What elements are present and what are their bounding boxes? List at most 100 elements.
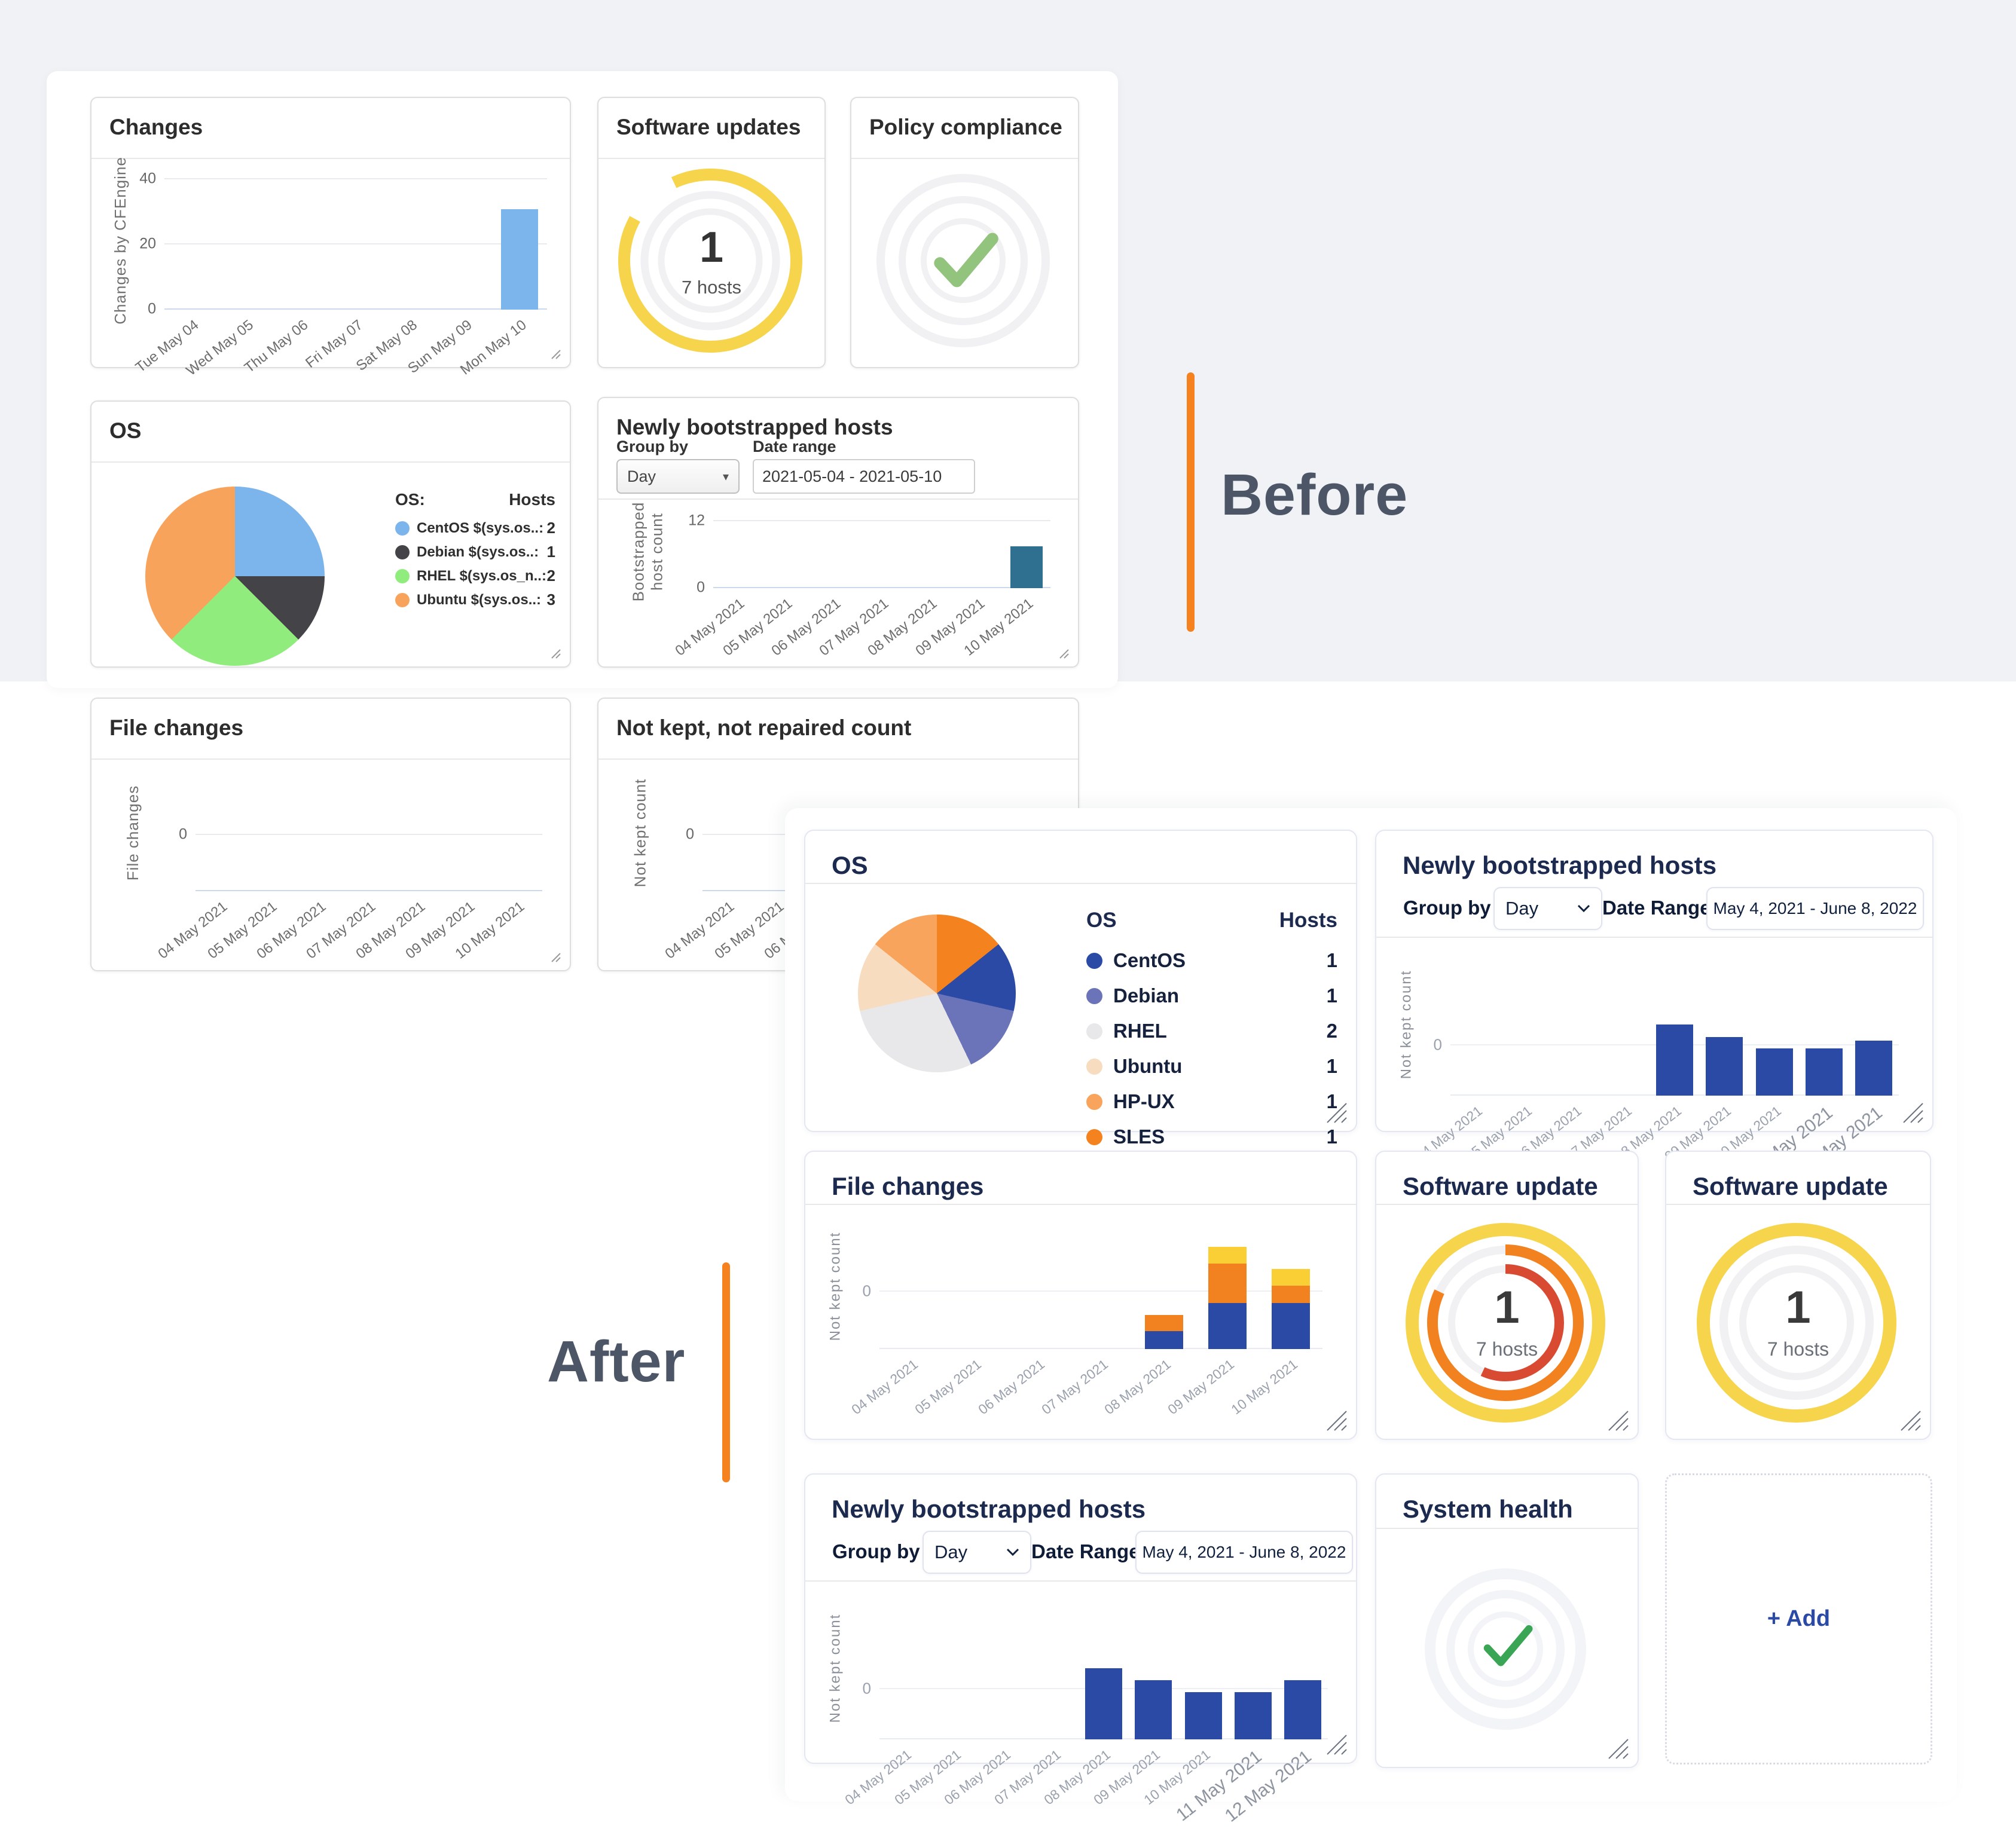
- checkmark-icon: [1483, 1625, 1533, 1666]
- bar: [1208, 1247, 1247, 1349]
- card-title: Software updates: [616, 115, 801, 139]
- legend-dot-icon: [1086, 987, 1102, 1004]
- add-widget-card[interactable]: + Add: [1665, 1473, 1932, 1764]
- date-range-input[interactable]: 2021-05-04 - 2021-05-10: [753, 459, 975, 494]
- card-title: Newly bootstrapped hosts: [832, 1495, 1146, 1523]
- card-header: File changes: [805, 1152, 1356, 1205]
- bar: [501, 209, 539, 310]
- chevron-down-icon: [1006, 1548, 1019, 1556]
- legend-hosts-header: Hosts: [1279, 909, 1337, 932]
- card-bootstrapped-before: Newly bootstrapped hosts Group by Day ▾ D…: [597, 397, 1079, 668]
- legend-value: 3: [546, 591, 555, 608]
- date-range-input[interactable]: May 4, 2021 - June 8, 2022: [1135, 1531, 1353, 1574]
- resize-handle-icon[interactable]: [1326, 1410, 1348, 1432]
- legend-os-header: OS: [1086, 909, 1117, 932]
- os-pie-chart: [858, 915, 1016, 1072]
- card-title: Software update: [1693, 1172, 1888, 1200]
- legend-row: RHEL 2: [1086, 1020, 1337, 1042]
- resize-handle-icon[interactable]: [1900, 1410, 1922, 1432]
- date-range-input[interactable]: May 4, 2021 - June 8, 2022: [1706, 887, 1924, 930]
- hosts-count: 7 hosts: [682, 277, 741, 298]
- bar: [1135, 1680, 1172, 1739]
- date-range-label: Date Range: [1602, 897, 1711, 919]
- resize-handle-icon[interactable]: [1608, 1738, 1629, 1760]
- axis-baseline: [713, 587, 1050, 588]
- card-header: Software updates: [598, 98, 824, 159]
- y-axis-label: Not kept count: [1398, 970, 1415, 1079]
- gauge-ring: [1739, 1265, 1854, 1380]
- legend-label: HP-UX: [1113, 1090, 1175, 1112]
- card-os-after: OS OS Hosts CentOS 1 Debian 1 RHEL 2 Ubuntu 1 HP…: [804, 830, 1357, 1148]
- changes-chart: Changes by CFEngine 40 20 0 Tue May 04 Wed Ma…: [107, 157, 557, 386]
- resize-handle-icon[interactable]: [1902, 1102, 1924, 1124]
- group-by-select[interactable]: Day: [923, 1531, 1031, 1574]
- card-header: Policy compliance: [851, 98, 1078, 159]
- bootstrapped-chart: Not kept count 0 04 May 2021 05 May 2021 06 …: [1393, 953, 1916, 1182]
- hosts-count: 7 hosts: [1476, 1338, 1538, 1360]
- legend-label: CentOS: [1113, 949, 1186, 971]
- card-header: System health: [1376, 1475, 1638, 1529]
- resize-handle-icon[interactable]: [551, 649, 561, 659]
- add-widget-button[interactable]: + Add: [1767, 1606, 1831, 1631]
- card-software-update-1: Software update 1 7 hosts: [1375, 1151, 1639, 1440]
- card-title: Changes: [109, 115, 203, 139]
- resize-handle-icon[interactable]: [551, 349, 561, 360]
- resize-handle-icon[interactable]: [551, 952, 561, 963]
- resize-handle-icon[interactable]: [1326, 1734, 1348, 1756]
- card-header: Newly bootstrapped hosts: [805, 1475, 1356, 1582]
- legend-dot-icon: [395, 521, 410, 536]
- gridline: 20: [139, 236, 547, 252]
- resize-handle-icon[interactable]: [1059, 649, 1070, 659]
- card-os-before: OS OS: Hosts CentOS $(sys.os..: 2 Debian $…: [90, 400, 571, 668]
- axis-baseline: [879, 1348, 1322, 1349]
- legend-value: 2: [546, 519, 555, 537]
- legend-label: RHEL: [1113, 1020, 1167, 1042]
- gauge-ring: [921, 218, 1006, 303]
- gridline: 0: [179, 826, 542, 843]
- legend-value: 1: [546, 543, 555, 561]
- legend-value: 1: [1326, 984, 1337, 1007]
- resize-handle-icon[interactable]: [1326, 1102, 1348, 1124]
- legend-dot-icon: [1086, 952, 1102, 969]
- axis-baseline: [196, 890, 542, 891]
- legend-row: RHEL $(sys.os_n..: 2: [395, 567, 555, 585]
- software-updates-donut: 1 7 hosts: [598, 159, 824, 362]
- after-dashboard-panel: OS OS Hosts CentOS 1 Debian 1 RHEL 2 Ubuntu 1 HP…: [785, 808, 1957, 1826]
- caret-down-icon: ▾: [722, 470, 729, 484]
- group-by-select[interactable]: Day: [1493, 887, 1602, 930]
- bar: [1010, 546, 1043, 588]
- legend-dot-icon: [1086, 1023, 1102, 1039]
- card-bootstrapped-after-top: Newly bootstrapped hosts Group by Day Da…: [1375, 830, 1933, 1182]
- bar: [1805, 1048, 1843, 1096]
- card-header: Newly bootstrapped hosts: [598, 398, 1078, 500]
- before-label-rule: [1187, 372, 1195, 632]
- gauge-ring: [876, 174, 1050, 347]
- card-header: Software update: [1666, 1152, 1930, 1205]
- group-by-label: Group by: [1403, 897, 1491, 919]
- after-label: After: [547, 1329, 686, 1394]
- updates-count: 1: [1785, 1282, 1811, 1333]
- y-axis-label: File changes: [124, 785, 142, 880]
- file-changes-chart: File changes 0 04 May 2021 05 May 2021 06 Ma…: [106, 774, 555, 968]
- legend-dot-icon: [395, 568, 410, 583]
- legend-hosts-header: Hosts: [509, 490, 555, 509]
- axis-baseline: [164, 308, 547, 310]
- bar: [1085, 1668, 1122, 1739]
- resize-handle-icon[interactable]: [1608, 1410, 1629, 1432]
- card-policy-compliance: Policy compliance: [850, 97, 1079, 368]
- legend-row: Ubuntu $(sys.os..: 3: [395, 591, 555, 609]
- card-header: File changes: [91, 699, 570, 760]
- bootstrapped-chart: Bootstrapped host count 12 0 04 May 2021 05 …: [613, 502, 1064, 665]
- group-by-label: Group by: [616, 438, 688, 455]
- legend-row: HP-UX 1: [1086, 1090, 1337, 1113]
- legend-dot-icon: [1086, 1093, 1102, 1110]
- legend-dot-icon: [1086, 1128, 1102, 1145]
- bar: [1655, 1024, 1693, 1096]
- card-file-changes-after: File changes Not kept count 0 04 May 2021 0…: [804, 1151, 1357, 1440]
- gauge-ring: [899, 196, 1028, 325]
- card-header: Changes: [91, 98, 570, 159]
- legend-label: SLES: [1113, 1126, 1165, 1148]
- group-by-select[interactable]: Day ▾: [616, 459, 740, 494]
- gauge-ring: [1406, 1223, 1605, 1423]
